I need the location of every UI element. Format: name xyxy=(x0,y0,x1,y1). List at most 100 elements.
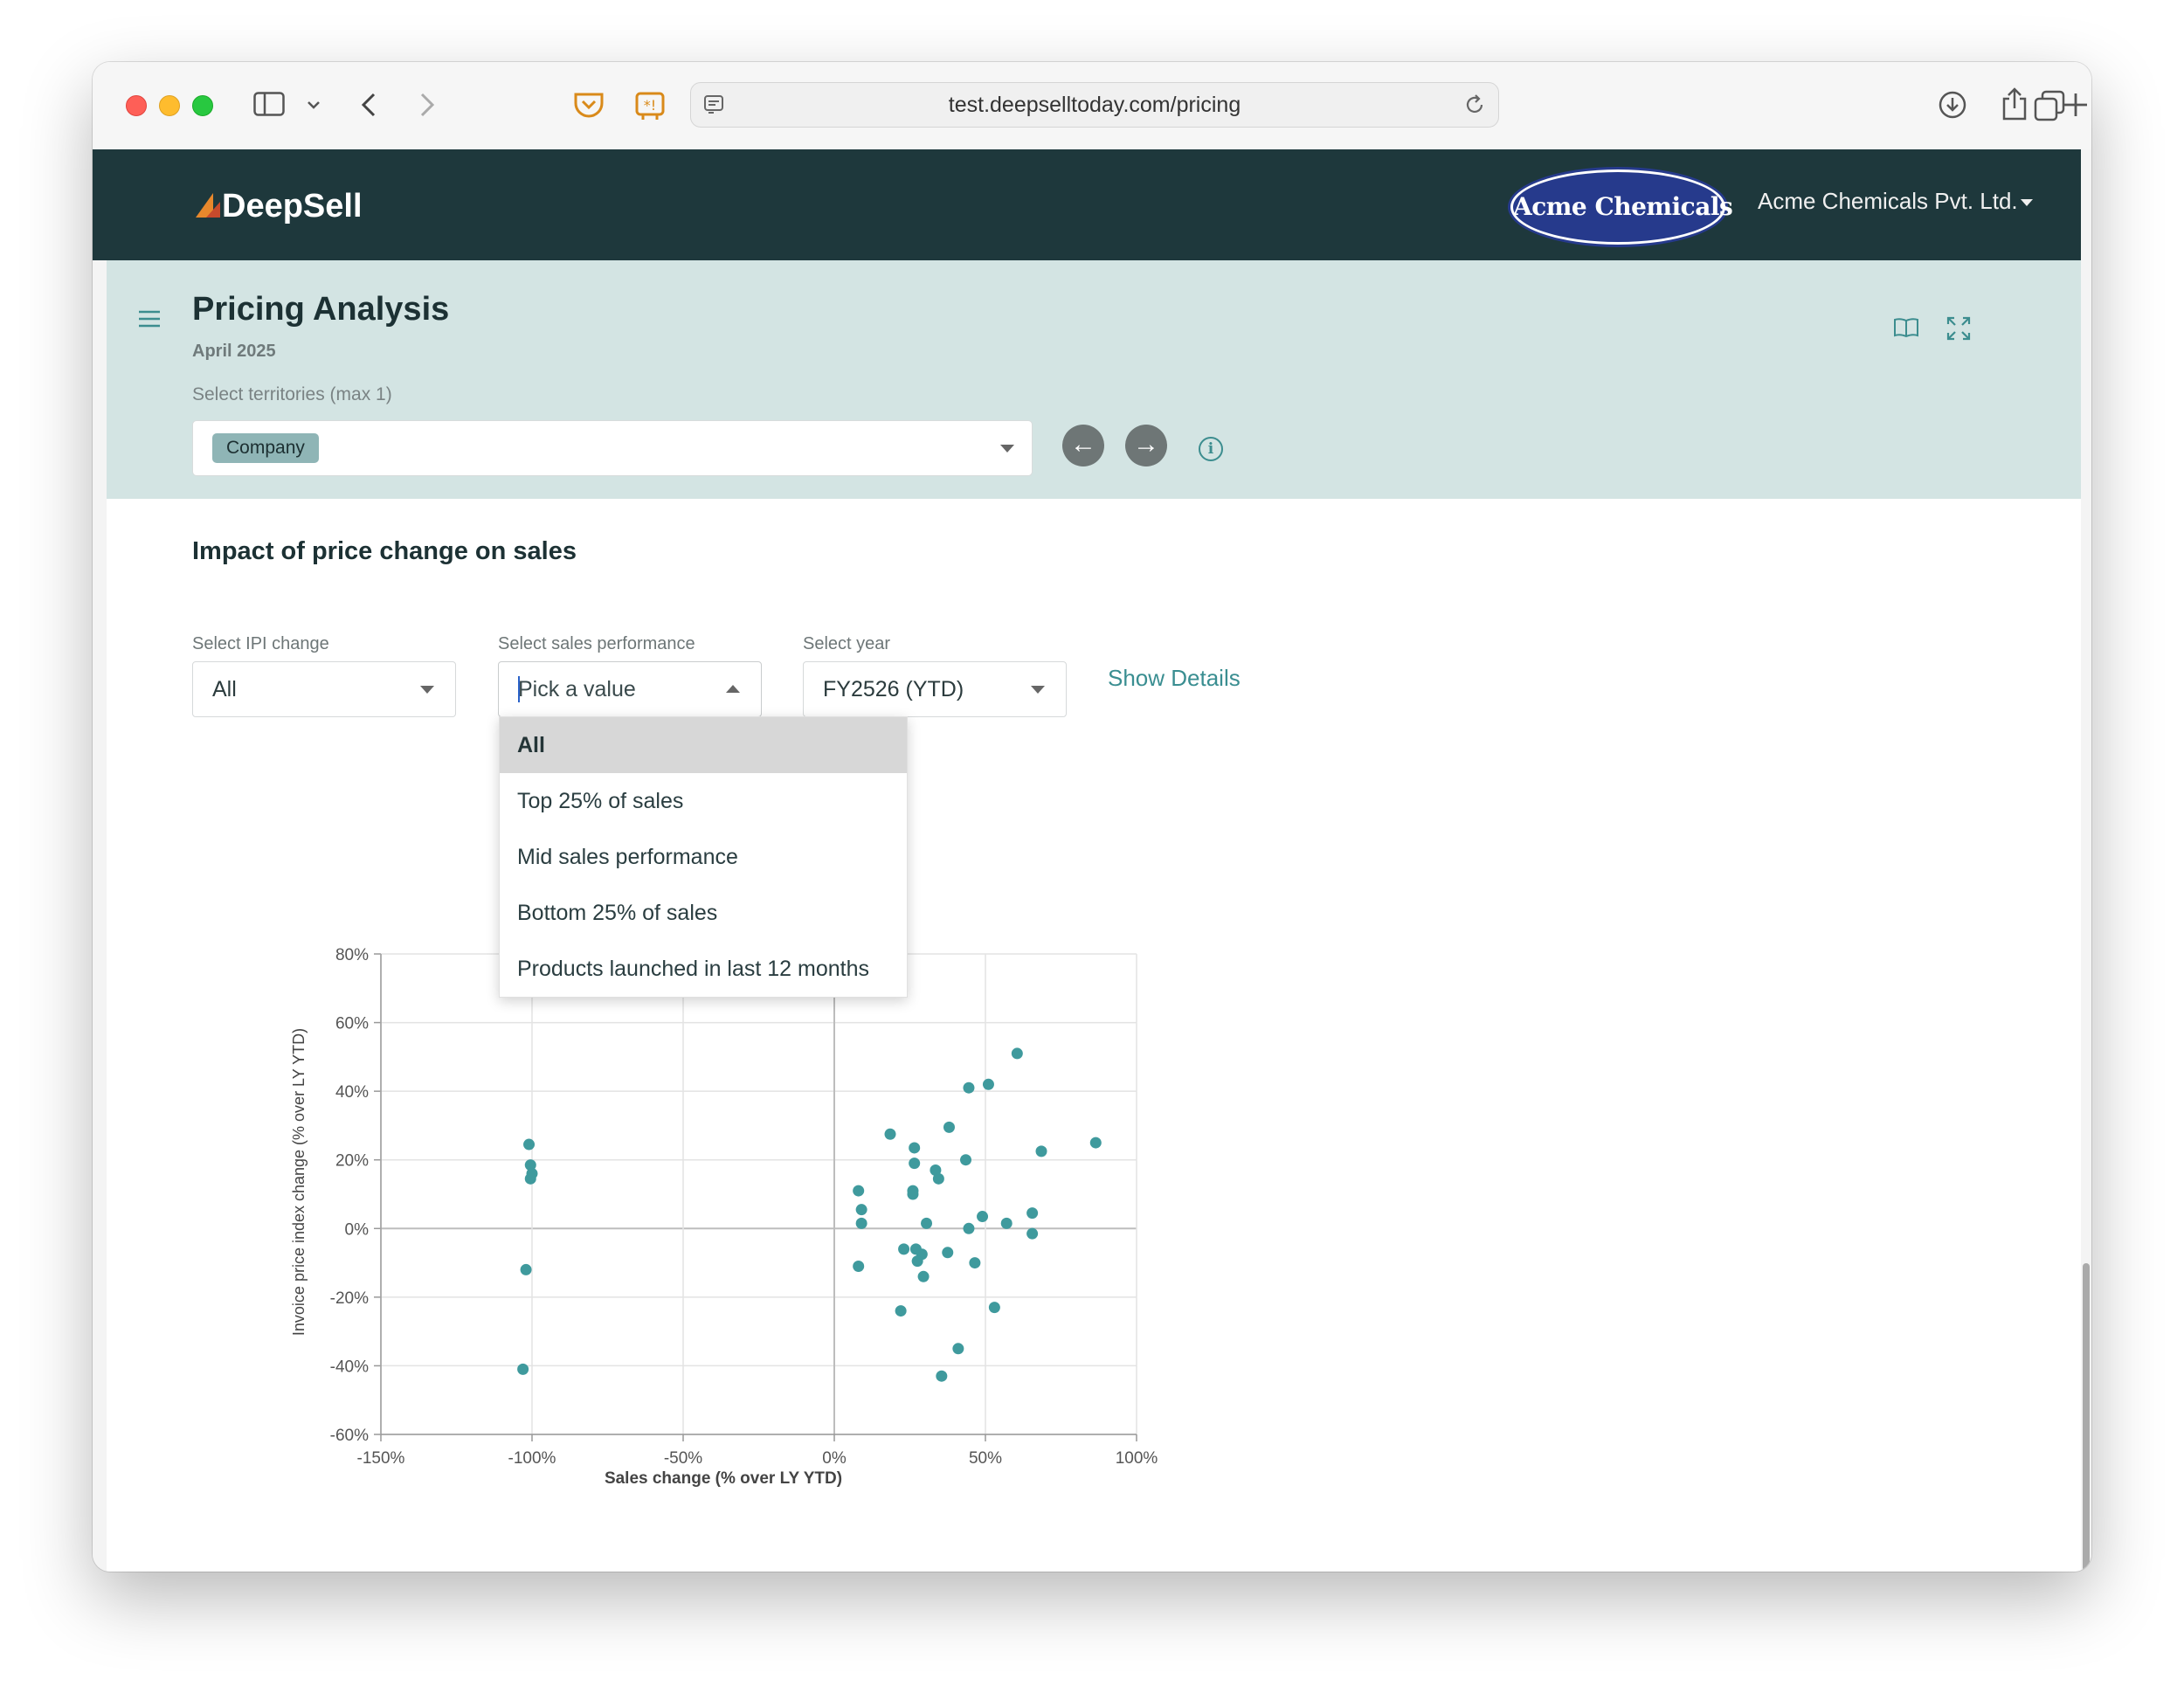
address-bar[interactable]: test.deepselltoday.com/pricing xyxy=(690,82,1499,128)
dropdown-option-mid[interactable]: Mid sales performance xyxy=(517,845,738,869)
y-tick-label: -40% xyxy=(330,1358,369,1376)
data-point xyxy=(921,1217,933,1229)
book-icon[interactable] xyxy=(1893,317,1919,338)
previous-territory-button[interactable]: ← xyxy=(1062,425,1104,466)
company-selector[interactable]: Acme Chemicals Pvt. Ltd. xyxy=(1758,188,2033,215)
data-point xyxy=(932,1172,944,1185)
extension-icon[interactable]: *! xyxy=(635,91,665,121)
new-tab-icon[interactable] xyxy=(2063,92,2089,118)
territory-chip[interactable]: Company xyxy=(212,433,319,463)
data-point xyxy=(855,1204,867,1216)
data-point xyxy=(520,1263,532,1275)
y-tick-label: -60% xyxy=(330,1427,369,1445)
chart-grid xyxy=(374,953,1137,1441)
sales-performance-dropdown: All Top 25% of sales Mid sales performan… xyxy=(499,716,908,998)
page-icon xyxy=(704,95,723,114)
x-axis-label: Sales change (% over LY YTD) xyxy=(605,1469,842,1488)
data-point xyxy=(1089,1137,1102,1149)
ipi-filter-select[interactable]: All xyxy=(192,661,456,717)
x-tick-label: -150% xyxy=(357,1449,405,1468)
data-point xyxy=(898,1243,910,1255)
data-point xyxy=(855,1217,867,1229)
sidebar-icon[interactable] xyxy=(253,92,285,116)
data-point xyxy=(1026,1227,1039,1240)
data-point xyxy=(960,1154,972,1166)
tabs-icon[interactable] xyxy=(2034,90,2065,121)
page-left-margin xyxy=(93,260,107,1572)
y-tick-label: 40% xyxy=(335,1083,369,1102)
scrollbar-thumb[interactable] xyxy=(2083,1263,2090,1572)
x-tick-label: -100% xyxy=(508,1449,556,1468)
dropdown-option-top-25[interactable]: Top 25% of sales xyxy=(517,789,684,813)
sales-filter-label: Select sales performance xyxy=(498,634,695,653)
svg-text:*!: *! xyxy=(644,97,656,114)
minimize-window-button[interactable] xyxy=(159,95,180,116)
browser-window: *! test.deepselltoday.com/pricing xyxy=(93,62,2091,1572)
data-point xyxy=(969,1257,981,1269)
caret-down-icon xyxy=(2021,199,2033,206)
data-point xyxy=(517,1363,529,1375)
data-point xyxy=(524,1172,536,1185)
page-title: Pricing Analysis xyxy=(192,291,450,328)
data-point xyxy=(853,1185,865,1197)
share-icon[interactable] xyxy=(2001,86,2028,121)
ipi-filter-label: Select IPI change xyxy=(192,634,329,653)
dropdown-option-bottom-25[interactable]: Bottom 25% of sales xyxy=(517,901,718,925)
data-point xyxy=(907,1188,919,1200)
y-tick-label: 20% xyxy=(335,1152,369,1171)
data-point xyxy=(942,1247,954,1259)
data-point xyxy=(524,1159,536,1171)
company-name: Acme Chemicals Pvt. Ltd. xyxy=(1758,188,2018,214)
sales-filter-placeholder: Pick a value xyxy=(518,677,636,701)
zoom-window-button[interactable] xyxy=(192,95,213,116)
year-filter-label: Select year xyxy=(803,634,891,653)
pocket-icon[interactable] xyxy=(573,91,605,119)
data-point xyxy=(523,1138,536,1151)
sales-filter-select[interactable]: Pick a value xyxy=(498,661,762,717)
reload-icon[interactable] xyxy=(1463,93,1486,116)
info-icon[interactable]: i xyxy=(1199,437,1223,461)
dropdown-option-all[interactable]: All xyxy=(500,717,907,773)
data-point xyxy=(952,1343,964,1355)
back-icon[interactable] xyxy=(360,92,377,118)
next-territory-button[interactable]: → xyxy=(1125,425,1167,466)
chevron-down-icon xyxy=(1000,445,1014,453)
download-icon[interactable] xyxy=(1938,90,1967,120)
data-point xyxy=(909,1142,921,1154)
data-point xyxy=(911,1255,923,1268)
scrollbar-track[interactable] xyxy=(2081,149,2091,1572)
data-point xyxy=(982,1078,994,1090)
data-point xyxy=(930,1164,942,1176)
menu-icon[interactable] xyxy=(138,309,161,328)
browser-toolbar: *! test.deepselltoday.com/pricing xyxy=(93,62,2091,150)
forward-icon[interactable] xyxy=(418,92,436,118)
dropdown-option-new-products[interactable]: Products launched in last 12 months xyxy=(517,957,870,981)
close-window-button[interactable] xyxy=(126,95,147,116)
y-axis-label: Invoice price index change (% over LY YT… xyxy=(290,1028,308,1336)
text-cursor xyxy=(518,676,520,702)
chevron-up-icon xyxy=(726,685,740,693)
chevron-down-icon[interactable] xyxy=(307,100,321,110)
year-filter-select[interactable]: FY2526 (YTD) xyxy=(803,661,1067,717)
data-point xyxy=(895,1305,907,1317)
show-details-link[interactable]: Show Details xyxy=(1108,665,1241,691)
year-filter-value: FY2526 (YTD) xyxy=(823,677,964,701)
chevron-down-icon xyxy=(1031,686,1045,694)
data-point xyxy=(936,1370,948,1382)
data-point xyxy=(963,1081,975,1094)
x-tick-label: 0% xyxy=(822,1449,847,1468)
data-point xyxy=(943,1121,955,1133)
data-point xyxy=(977,1211,989,1223)
data-point xyxy=(853,1261,865,1272)
data-point xyxy=(917,1270,930,1282)
territory-select[interactable]: Company xyxy=(192,420,1033,476)
section-title: Impact of price change on sales xyxy=(192,537,577,565)
y-tick-label: -20% xyxy=(330,1289,369,1308)
fullscreen-icon[interactable] xyxy=(1946,315,1972,342)
data-point xyxy=(1011,1047,1023,1060)
app-navbar: DeepSell Acme Chemicals Acme Chemicals P… xyxy=(93,149,2081,260)
y-tick-label: 60% xyxy=(335,1015,369,1033)
x-axis-ticks: -150% -100% -50% 0% 50% 100% xyxy=(357,1449,1158,1468)
data-point xyxy=(1035,1145,1047,1157)
data-point xyxy=(963,1222,975,1234)
